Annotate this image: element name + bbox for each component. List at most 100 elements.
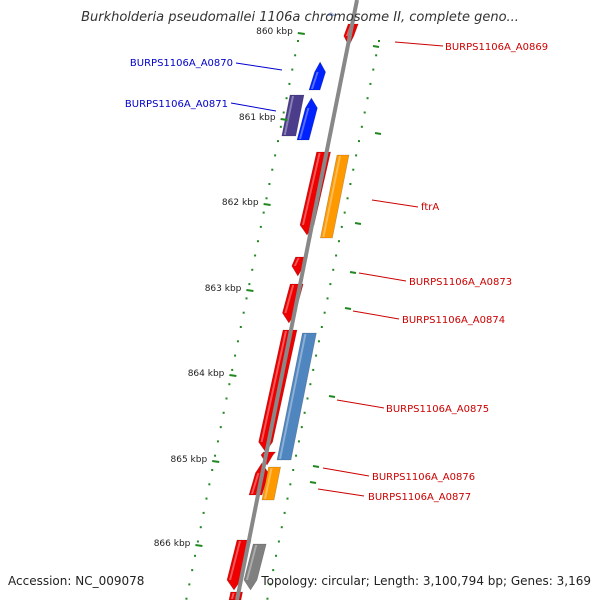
gene-label-ftra[interactable]: ftrA <box>421 202 439 213</box>
dot-mark <box>269 583 272 586</box>
label-leader-burps1106a-a0877 <box>317 488 365 497</box>
dot-mark <box>355 154 358 157</box>
tick-mark <box>309 481 317 484</box>
dot-mark <box>360 125 363 128</box>
position-marker <box>326 12 336 16</box>
dot-mark <box>286 497 289 500</box>
dot-mark <box>289 483 292 486</box>
dot-mark <box>303 411 306 414</box>
dot-mark <box>320 326 323 328</box>
label-leader-burps1106a-a0869 <box>394 41 444 47</box>
gene-a0873-shine <box>293 258 300 266</box>
tick-mark <box>280 118 288 121</box>
gene-a0876-shine <box>251 473 260 494</box>
dot-mark <box>188 583 191 586</box>
gene-label-burps1106a-a0874[interactable]: BURPS1106A_A0874 <box>402 315 505 326</box>
gene-a0871-indigo <box>281 94 305 137</box>
dot-mark <box>288 82 291 85</box>
dot-mark <box>335 254 338 257</box>
tick-label: 865 kbp <box>171 455 208 465</box>
backbone-line <box>235 0 359 601</box>
gene-label-burps1106a-a0876[interactable]: BURPS1106A_A0876 <box>372 472 475 483</box>
dot-mark <box>312 368 315 371</box>
dot-mark <box>363 111 366 114</box>
dot-mark <box>332 268 335 271</box>
tick-mark <box>374 132 382 135</box>
tick-dots <box>185 40 380 600</box>
accession-text: Accession: NC_009078 <box>8 574 145 588</box>
dot-mark <box>326 297 329 300</box>
dot-mark <box>196 540 199 543</box>
dot-mark <box>272 569 275 572</box>
dot-mark <box>274 154 277 157</box>
tick-mark <box>312 465 320 468</box>
label-leader-burps1106a-a0876 <box>322 467 370 477</box>
dot-mark <box>259 225 262 228</box>
tick-mark <box>297 32 305 35</box>
tick-mark <box>195 544 203 547</box>
dot-mark <box>366 97 369 100</box>
tick-mark <box>328 395 336 398</box>
tick-mark <box>212 460 220 463</box>
gene-label-burps1106a-a0869[interactable]: BURPS1106A_A0869 <box>445 42 548 53</box>
gene-label-burps1106a-a0871[interactable]: BURPS1106A_A0871 <box>125 99 228 110</box>
gene-a0875-blue-shine <box>279 334 307 459</box>
gene-bottom-red-shine <box>231 593 235 599</box>
dot-mark <box>323 311 326 314</box>
label-leader-burps1106a-a0870 <box>235 62 283 71</box>
scale-ticks: 860 kbp 861 kbp 862 kbp 863 kbp 864 kbp 865 k… <box>154 27 382 549</box>
dot-mark <box>225 397 228 400</box>
dot-mark <box>236 340 239 343</box>
gene-a0871-indigo-shine <box>283 96 294 135</box>
dot-mark <box>280 526 283 529</box>
label-leader-burps1106a-a0875 <box>336 399 385 409</box>
dot-mark <box>346 197 349 200</box>
gene-a0877-shine <box>264 468 273 499</box>
gene-ftra-orange-shine <box>322 156 341 237</box>
gene-label-burps1106a-a0877[interactable]: BURPS1106A_A0877 <box>368 492 471 503</box>
dot-mark <box>340 225 343 228</box>
dot-mark <box>297 440 300 443</box>
chromosome-backbone <box>235 0 359 601</box>
dot-mark <box>248 283 251 286</box>
dot-mark <box>251 268 254 271</box>
gene-lower-grey <box>243 543 267 591</box>
gene-label-burps1106a-a0873[interactable]: BURPS1106A_A0873 <box>409 277 512 288</box>
tick-mark <box>263 203 271 206</box>
dot-mark <box>283 511 286 514</box>
dot-mark <box>199 526 202 529</box>
dot-mark <box>271 168 274 171</box>
gene-a0875-blue <box>276 332 317 461</box>
dot-mark <box>194 554 197 557</box>
dot-mark <box>205 497 208 500</box>
dot-mark <box>279 125 282 128</box>
tick-label: 862 kbp <box>222 198 259 208</box>
gene-ftra-orange <box>320 154 350 239</box>
gene-a0870-shine <box>311 72 319 89</box>
gene-a0877 <box>261 466 281 501</box>
dot-mark <box>297 40 299 42</box>
tick-label: 860 kbp <box>256 27 293 37</box>
tick-mark <box>372 45 380 48</box>
dot-mark <box>222 411 225 414</box>
gene-lower-grey-shine <box>246 545 258 580</box>
map-title: Burkholderia pseudomallei 1106a chromoso… <box>81 10 519 25</box>
gene-label-burps1106a-a0870[interactable]: BURPS1106A_A0870 <box>130 58 233 69</box>
dot-mark <box>234 354 237 357</box>
gene-lower-red-shine <box>229 541 241 580</box>
dot-mark <box>291 68 294 71</box>
dot-mark <box>262 211 265 214</box>
gene-ftra-shine <box>302 153 321 225</box>
dot-mark <box>231 368 234 371</box>
tick-mark <box>344 307 352 310</box>
dot-mark <box>349 183 352 185</box>
dot-mark <box>211 469 214 471</box>
gene-label-burps1106a-a0875[interactable]: BURPS1106A_A0875 <box>386 404 489 415</box>
dot-mark <box>277 540 280 543</box>
dot-mark <box>300 426 303 429</box>
tick-label: 863 kbp <box>205 284 242 294</box>
topology-summary: Topology: circular; Length: 3,100,794 bp… <box>261 574 591 588</box>
dot-mark <box>292 469 295 471</box>
